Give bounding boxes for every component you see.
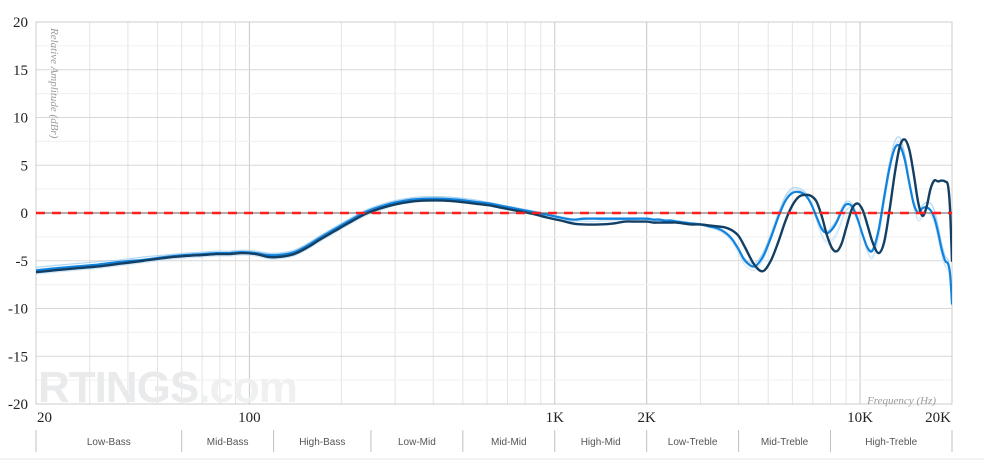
- band-label: High-Bass: [299, 437, 345, 448]
- x-tick-label: 1K: [546, 410, 565, 426]
- rtings-watermark: RTINGS.com: [38, 363, 298, 412]
- x-tick-label: 20: [37, 410, 52, 426]
- x-tick-label: 2K: [637, 410, 656, 426]
- y-tick-label: 10: [13, 111, 28, 127]
- band-label: Mid-Mid: [491, 437, 527, 448]
- x-tick-label: 20K: [925, 410, 951, 426]
- band-label: Mid-Bass: [207, 437, 249, 448]
- y-tick-label: 20: [13, 15, 28, 31]
- x-tick-label: 10K: [847, 410, 873, 426]
- frequency-band-strip: Low-Bass Mid-Bass High-Bass Low-Mid Mid-Mid H…: [0, 430, 984, 460]
- y-axis-title: Relative Amplitude (dBr): [48, 27, 60, 139]
- y-tick-label: -10: [8, 302, 28, 318]
- band-label: Low-Mid: [398, 437, 436, 448]
- x-axis-title: Frequency (Hz): [866, 395, 936, 407]
- y-tick-label: -5: [16, 254, 29, 270]
- y-tick-label: 5: [21, 158, 29, 174]
- series-lines: [36, 136, 952, 308]
- band-label: High-Treble: [865, 437, 917, 448]
- x-tick-label: 100: [238, 410, 261, 426]
- band-label: Mid-Treble: [761, 437, 809, 448]
- x-axis-tick-labels: 20 100 1K 2K 10K 20K: [37, 410, 951, 426]
- y-tick-label: 0: [21, 206, 29, 222]
- band-label: High-Mid: [581, 437, 621, 448]
- watermark-text: RTINGS.com: [38, 363, 297, 412]
- y-tick-label: -15: [8, 349, 28, 365]
- y-axis-tick-labels: 20 15 10 5 0 -5 -10 -15 -20: [8, 15, 28, 413]
- band-label: Low-Treble: [668, 437, 718, 448]
- series-line: [36, 138, 952, 274]
- y-tick-label: -20: [8, 397, 28, 413]
- y-tick-label: 15: [13, 63, 28, 79]
- band-label: Low-Bass: [87, 437, 131, 448]
